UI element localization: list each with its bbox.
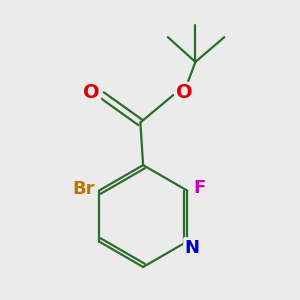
- Text: F: F: [194, 179, 206, 197]
- Text: O: O: [176, 83, 192, 102]
- Text: N: N: [185, 238, 200, 256]
- Text: Br: Br: [73, 180, 95, 198]
- Text: O: O: [83, 83, 100, 102]
